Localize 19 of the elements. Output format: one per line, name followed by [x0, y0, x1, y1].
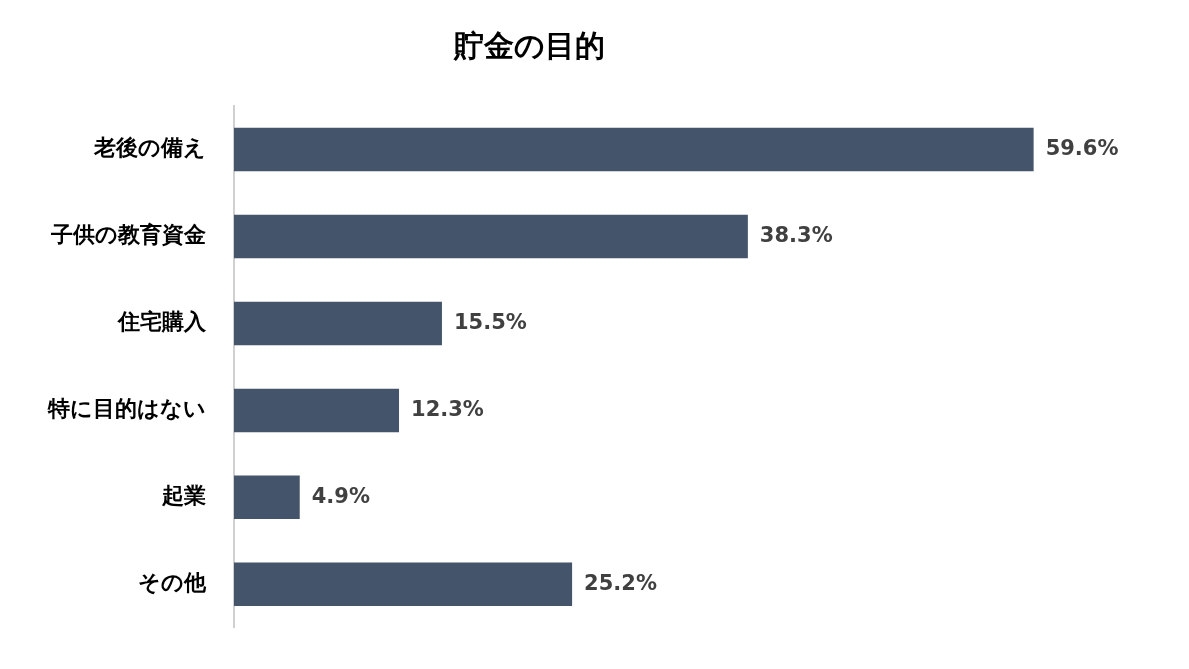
data-label: 12.3% [411, 396, 484, 421]
data-label: 25.2% [584, 570, 657, 595]
data-label: 15.5% [453, 309, 527, 334]
bar [234, 301, 442, 346]
bar [234, 475, 300, 520]
y-tick-label: その他 [138, 570, 207, 596]
data-label: 4.9% [311, 483, 370, 508]
bar [234, 388, 400, 433]
data-label: 59.6% [1045, 135, 1119, 160]
y-tick-label: 起業 [161, 483, 206, 509]
bar [234, 127, 1034, 172]
y-tick-label: 老後の備え [93, 135, 206, 161]
chart-title: 貯金の目的 [453, 27, 605, 63]
data-label: 38.3% [759, 222, 833, 247]
y-tick-label: 子供の教育資金 [50, 222, 206, 248]
y-tick-label: 特に目的はない [47, 396, 206, 422]
bar [234, 562, 573, 607]
y-tick-label: 住宅購入 [117, 309, 207, 335]
bar [234, 214, 748, 259]
